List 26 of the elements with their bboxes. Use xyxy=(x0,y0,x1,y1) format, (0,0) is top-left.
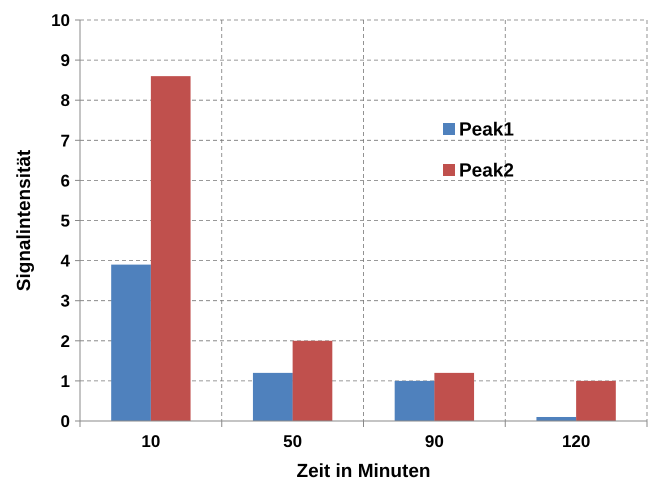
y-tick-label: 8 xyxy=(60,91,70,110)
bar xyxy=(111,264,151,421)
y-tick-label: 2 xyxy=(60,332,70,351)
x-axis-title: Zeit in Minuten xyxy=(296,461,431,482)
bar xyxy=(434,372,474,421)
bar xyxy=(252,372,293,421)
y-tick-label: 0 xyxy=(60,412,70,431)
y-axis-title: Signalintensität xyxy=(14,149,35,292)
y-tick-label: 5 xyxy=(60,211,70,230)
legend-label: Peak2 xyxy=(459,160,514,182)
x-tick-label: 50 xyxy=(283,432,302,451)
y-tick-label: 6 xyxy=(60,171,70,190)
x-tick-label: 10 xyxy=(141,432,160,451)
y-tick-label: 9 xyxy=(60,51,70,70)
x-tick-label: 120 xyxy=(562,432,590,451)
y-tick-label: 7 xyxy=(60,131,70,150)
y-tick-label: 4 xyxy=(60,252,71,271)
bar xyxy=(150,76,191,421)
bar xyxy=(576,380,616,421)
y-tick-label: 1 xyxy=(60,372,70,391)
legend-label: Peak1 xyxy=(459,120,514,141)
x-tick-label: 90 xyxy=(424,432,444,451)
y-tick-label: 10 xyxy=(51,10,70,30)
bar xyxy=(292,340,332,421)
bar xyxy=(394,380,434,421)
y-tick-label: 3 xyxy=(60,292,70,311)
